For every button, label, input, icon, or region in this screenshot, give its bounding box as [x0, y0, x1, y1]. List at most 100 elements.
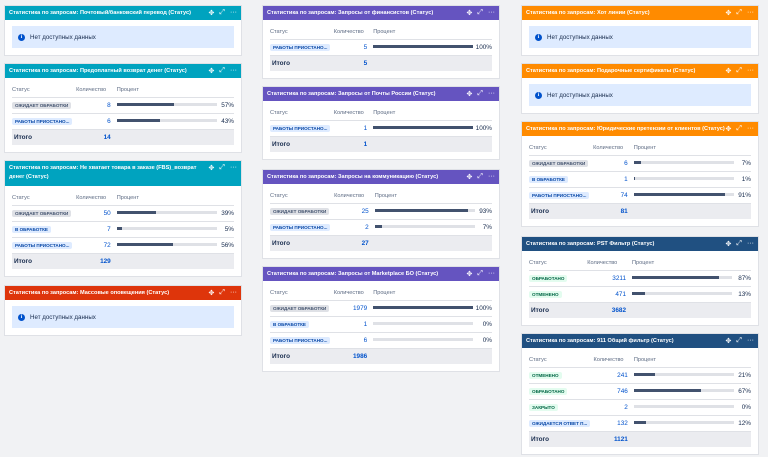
expand-icon[interactable]: ⤢: [736, 337, 742, 344]
expand-icon[interactable]: ⤢: [736, 9, 742, 16]
total-label: Итого: [529, 431, 594, 447]
more-icon[interactable]: ···: [488, 270, 495, 277]
percent-bar-cell: [633, 187, 734, 204]
expand-icon[interactable]: ⤢: [736, 67, 742, 74]
count-link[interactable]: 6: [333, 332, 374, 349]
percent-bar-fill: [633, 389, 701, 393]
count-link[interactable]: 2: [334, 219, 375, 236]
move-icon[interactable]: ✥: [466, 91, 473, 98]
gadget-header[interactable]: Статистика по запросам: Не хватает товар…: [5, 161, 241, 186]
count-link[interactable]: 8: [76, 97, 117, 114]
more-icon[interactable]: ···: [747, 337, 754, 344]
gadget-header[interactable]: Статистика по запросам: Почтовый/банковс…: [5, 6, 241, 20]
more-icon[interactable]: ···: [230, 67, 237, 74]
count-link[interactable]: 74: [593, 187, 634, 204]
status-lozenge: РАБОТЫ ПРИОСТАНО...: [270, 43, 331, 51]
move-icon[interactable]: ✥: [208, 290, 215, 297]
gadget-header[interactable]: Статистика по запросам: Хот линии (Стату…: [522, 6, 758, 20]
expand-icon[interactable]: ⤢: [477, 90, 483, 97]
move-icon[interactable]: ✥: [466, 174, 473, 181]
gadget-title: Статистика по запросам: Юридические прет…: [526, 126, 725, 132]
gadget-header[interactable]: Статистика по запросам: Предоплатный воз…: [5, 64, 241, 78]
expand-icon[interactable]: ⤢: [477, 9, 483, 16]
percent-bar: [116, 211, 217, 215]
percent-bar-fill: [633, 193, 725, 197]
status-cell: ОТМЕНЕНО: [529, 367, 594, 384]
more-icon[interactable]: ···: [230, 9, 237, 16]
count-link[interactable]: 6: [76, 113, 117, 130]
count-link[interactable]: 2: [593, 399, 634, 416]
expand-icon[interactable]: ⤢: [477, 173, 483, 180]
move-icon[interactable]: ✥: [725, 338, 732, 345]
total-filler: [473, 348, 492, 364]
count-link[interactable]: 3211: [587, 270, 633, 287]
gadget-header[interactable]: Статистика по запросам: Массовые оповеще…: [5, 286, 241, 300]
gadget-controls: ✥ ⤢ ···: [209, 289, 237, 297]
move-icon[interactable]: ✥: [725, 10, 732, 17]
total-label: Итого: [270, 235, 335, 251]
gadget-controls: ✥ ⤢ ···: [467, 270, 495, 278]
gadget-controls: ✥ ⤢ ···: [467, 173, 495, 181]
percent-value: 39%: [216, 205, 234, 222]
total-filler: [373, 348, 474, 364]
count-link[interactable]: 6: [593, 155, 634, 172]
percent-value: 12%: [733, 415, 751, 432]
count-link[interactable]: 7: [76, 221, 117, 238]
header-row: Статус Количество Процент: [270, 107, 492, 121]
percent-value: 5%: [216, 221, 234, 238]
move-icon[interactable]: ✥: [725, 126, 732, 133]
more-icon[interactable]: ···: [488, 90, 495, 97]
more-icon[interactable]: ···: [488, 173, 495, 180]
count-link[interactable]: 72: [76, 237, 117, 254]
status-lozenge: ОЖИДАЕТ ОБРАБОТКИ: [12, 209, 72, 217]
count-link[interactable]: 1: [593, 171, 634, 188]
move-icon[interactable]: ✥: [208, 165, 215, 172]
move-icon[interactable]: ✥: [725, 241, 732, 248]
count-link[interactable]: 1979: [333, 300, 374, 317]
gadget: Статистика по запросам: Запросы от Marke…: [262, 266, 500, 372]
gadget-header[interactable]: Статистика по запросам: Запросы от Почты…: [263, 87, 499, 101]
gadget-header[interactable]: Статистика по запросам: Юридические прет…: [522, 122, 758, 136]
status-cell: В ОБРАБОТКЕ: [270, 316, 334, 333]
gadget-header[interactable]: Статистика по запросам: Запросы от финан…: [263, 6, 499, 20]
move-icon[interactable]: ✥: [208, 10, 215, 17]
more-icon[interactable]: ···: [488, 9, 495, 16]
expand-icon[interactable]: ⤢: [219, 289, 225, 296]
more-icon[interactable]: ···: [747, 125, 754, 132]
count-link[interactable]: 1: [333, 120, 374, 137]
header-row: Статус Количество Процент: [529, 257, 751, 271]
percent-bar: [116, 227, 217, 231]
count-link[interactable]: 132: [593, 415, 634, 432]
move-icon[interactable]: ✥: [208, 68, 215, 75]
count-link[interactable]: 50: [76, 205, 117, 222]
percent-bar-fill: [632, 292, 646, 296]
count-link[interactable]: 25: [334, 203, 375, 220]
gadget-header[interactable]: Статистика по запросам: Запросы на комму…: [263, 170, 499, 184]
stats-table: Статус Количество Процент РАБОТЫ ПРИОСТАНО.…: [270, 26, 492, 71]
count-link[interactable]: 241: [593, 367, 634, 384]
move-icon[interactable]: ✥: [725, 68, 732, 75]
move-icon[interactable]: ✥: [466, 10, 473, 17]
expand-icon[interactable]: ⤢: [219, 164, 225, 171]
gadget-header[interactable]: Статистика по запросам: Запросы от Marke…: [263, 267, 499, 281]
expand-icon[interactable]: ⤢: [736, 240, 742, 247]
more-icon[interactable]: ···: [747, 9, 754, 16]
more-icon[interactable]: ···: [230, 164, 237, 171]
more-icon[interactable]: ···: [230, 289, 237, 296]
percent-bar: [633, 405, 734, 409]
more-icon[interactable]: ···: [747, 67, 754, 74]
gadget-header[interactable]: Статистика по запросам: 911 Общий фильтр…: [522, 334, 758, 348]
count-link[interactable]: 746: [593, 383, 634, 400]
move-icon[interactable]: ✥: [466, 271, 473, 278]
expand-icon[interactable]: ⤢: [219, 9, 225, 16]
count-link[interactable]: 1: [333, 316, 374, 333]
gadget-header[interactable]: Статистика по запросам: PST Фильтр (Стат…: [522, 237, 758, 251]
count-link[interactable]: 5: [333, 39, 374, 56]
gadget-header[interactable]: Статистика по запросам: Подарочные серти…: [522, 64, 758, 78]
count-link[interactable]: 471: [587, 286, 633, 303]
expand-icon[interactable]: ⤢: [736, 125, 742, 132]
more-icon[interactable]: ···: [747, 240, 754, 247]
expand-icon[interactable]: ⤢: [219, 67, 225, 74]
expand-icon[interactable]: ⤢: [477, 270, 483, 277]
total-count: 129: [76, 253, 117, 269]
